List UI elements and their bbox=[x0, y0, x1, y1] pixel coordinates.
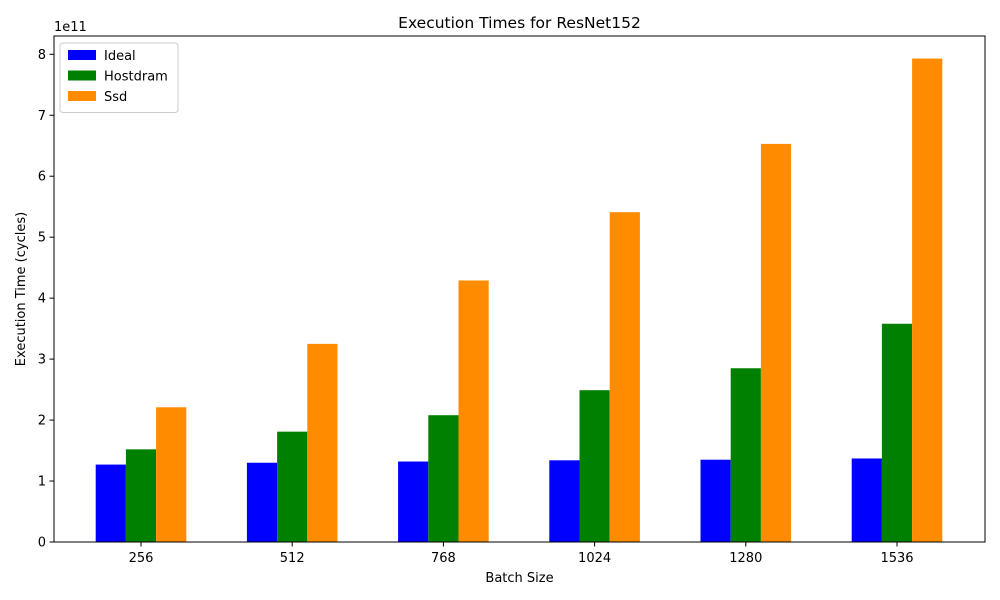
bar-ideal-1024 bbox=[549, 460, 580, 542]
x-tick-label: 1536 bbox=[880, 551, 913, 566]
bar-hostdram-1024 bbox=[579, 390, 610, 542]
bar-ideal-512 bbox=[246, 462, 278, 542]
bar-hostdram-1280 bbox=[730, 368, 761, 542]
bar-ssd-512 bbox=[307, 343, 338, 542]
bar-ssd-1024 bbox=[609, 212, 640, 542]
y-tick-label: 7 bbox=[38, 109, 46, 124]
bar-ssd-768 bbox=[458, 280, 489, 542]
y-tick-label: 8 bbox=[38, 48, 46, 63]
legend-label-hostdram: Hostdram bbox=[104, 70, 168, 85]
x-axis-label: Batch Size bbox=[485, 571, 553, 586]
y-tick-label: 5 bbox=[38, 231, 46, 246]
bar-hostdram-256 bbox=[125, 449, 157, 542]
bar-hostdram-1536 bbox=[881, 323, 913, 542]
legend-label-ssd: Ssd bbox=[104, 90, 127, 105]
y-axis-ticks: 0 1 2 3 4 5 6 7 8 bbox=[38, 48, 54, 551]
bar-ideal-1280 bbox=[700, 459, 731, 542]
x-tick-label: 1280 bbox=[729, 551, 762, 566]
y-tick-label: 6 bbox=[38, 170, 46, 185]
x-tick-label: 768 bbox=[431, 551, 456, 566]
y-tick-label: 1 bbox=[38, 475, 46, 490]
plot-frame bbox=[53, 35, 986, 543]
x-tick-label: 512 bbox=[280, 551, 305, 566]
bar-ideal-1536 bbox=[851, 458, 882, 542]
bar-ssd-1280 bbox=[760, 143, 792, 543]
legend-label-ideal: Ideal bbox=[104, 49, 136, 64]
bar-hostdram-512 bbox=[277, 431, 308, 542]
bar-ssd-1536 bbox=[912, 58, 943, 542]
bar-ideal-256 bbox=[95, 464, 126, 542]
bar-ideal-768 bbox=[398, 461, 429, 542]
x-axis-ticks: 256 512 768 1024 1280 1536 bbox=[129, 542, 914, 566]
bar-hostdram-768 bbox=[428, 415, 459, 542]
y-tick-label: 3 bbox=[38, 353, 46, 368]
x-tick-label: 1024 bbox=[578, 551, 611, 566]
x-tick-label: 256 bbox=[129, 551, 154, 566]
y-axis-label: Execution Time (cycles) bbox=[14, 212, 29, 366]
bar-ssd-256 bbox=[156, 407, 187, 542]
y-tick-label: 2 bbox=[38, 414, 46, 429]
chart-title: Execution Times for ResNet152 bbox=[398, 14, 641, 32]
legend-swatch-ssd bbox=[68, 91, 96, 101]
legend: Ideal Hostdram Ssd bbox=[59, 42, 179, 113]
bars-layer bbox=[95, 58, 943, 543]
y-tick-label: 4 bbox=[38, 292, 46, 307]
y-axis-offset-label: 1e11 bbox=[54, 20, 87, 35]
legend-swatch-ideal bbox=[68, 50, 96, 60]
legend-swatch-hostdram bbox=[68, 70, 96, 81]
y-tick-label: 0 bbox=[38, 536, 46, 551]
